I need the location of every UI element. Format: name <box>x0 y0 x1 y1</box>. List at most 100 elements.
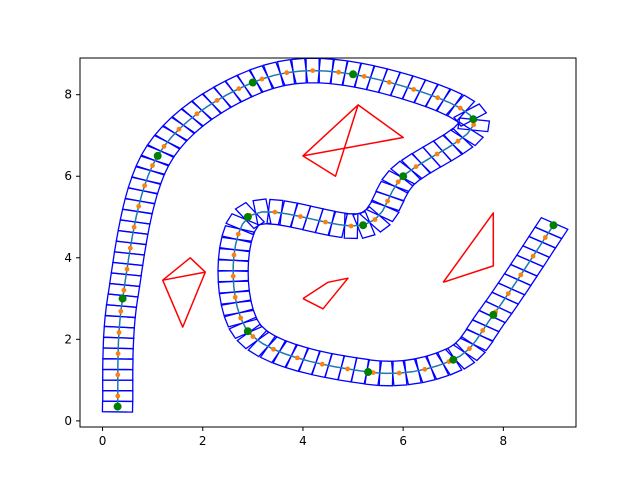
path-point <box>386 79 392 85</box>
path-point <box>230 273 236 279</box>
path-point <box>530 253 536 259</box>
path-point <box>348 223 354 229</box>
path-point <box>236 86 242 92</box>
waypoint-marker <box>243 213 252 221</box>
x-tick-label: 0 <box>99 434 107 448</box>
x-axis: 0 2 4 6 8 <box>99 427 507 448</box>
x-tick-label: 2 <box>199 434 207 448</box>
path-point <box>231 252 237 258</box>
footprint-box <box>444 342 476 370</box>
footprint-box <box>389 160 423 187</box>
waypoint-marker <box>359 221 368 230</box>
path-point <box>238 315 244 321</box>
path-point <box>345 366 350 372</box>
path-point <box>272 209 278 215</box>
footprint-box <box>365 199 400 223</box>
path-point <box>471 122 477 128</box>
path-point <box>372 217 378 222</box>
path-point <box>457 105 463 111</box>
path-point <box>413 164 419 170</box>
path-point <box>118 308 124 314</box>
path-point <box>298 214 303 219</box>
path-point <box>542 235 548 240</box>
y-tick-label: 8 <box>64 88 72 102</box>
y-tick-label: 6 <box>64 169 72 183</box>
obstacle-outline <box>302 104 404 177</box>
footprint-box <box>358 206 392 233</box>
footprint-box <box>343 213 359 240</box>
path-point <box>319 361 325 367</box>
path-point <box>250 334 256 339</box>
path-point <box>176 126 182 132</box>
waypoint-marker <box>449 355 458 364</box>
path-point <box>505 291 511 296</box>
waypoint-marker <box>248 78 257 87</box>
path-point <box>235 231 241 237</box>
footprint-box <box>452 335 487 362</box>
path-point <box>150 163 155 168</box>
footprint-box <box>236 323 270 350</box>
obstacles <box>161 104 495 328</box>
x-tick-label: 4 <box>299 434 307 448</box>
waypoint-marker <box>549 221 558 230</box>
path-point <box>336 69 341 75</box>
waypoint-marker <box>118 294 127 303</box>
footprint-box <box>352 210 376 239</box>
path-point <box>115 393 121 399</box>
path-point <box>161 144 167 149</box>
path-point <box>434 151 440 157</box>
footprint-box <box>435 347 463 376</box>
footprint-box <box>534 216 569 240</box>
path-point <box>396 370 402 376</box>
waypoint-marker <box>469 115 478 124</box>
footprint-box <box>225 212 260 236</box>
path-point <box>259 76 265 82</box>
path-point <box>284 70 290 76</box>
path-point <box>194 111 200 117</box>
obstacle-outline <box>161 257 207 328</box>
axes-frame <box>79 57 577 428</box>
footprint-boxes <box>101 57 569 413</box>
footprint-box <box>228 316 263 340</box>
footprint-box <box>252 198 272 226</box>
path-point <box>136 203 142 209</box>
waypoint-marker <box>113 402 122 411</box>
waypoint-marker <box>349 70 358 79</box>
obstacle-outline <box>442 212 495 284</box>
path-point <box>455 138 461 144</box>
path-point <box>361 74 367 79</box>
footprint-box <box>234 201 266 230</box>
x-tick-label: 8 <box>500 434 508 448</box>
waypoint-marker <box>153 151 162 160</box>
path-point <box>124 266 130 272</box>
path-point <box>271 346 276 352</box>
y-tick-label: 2 <box>64 332 72 346</box>
path-point <box>395 179 401 185</box>
x-tick-label: 6 <box>399 434 407 448</box>
obstacle-outline <box>302 277 349 310</box>
path-point <box>115 351 121 356</box>
waypoint-marker <box>364 368 373 376</box>
path-point <box>131 224 137 230</box>
waypoint-marker <box>243 327 252 336</box>
path-point <box>480 328 486 333</box>
path-point <box>435 95 441 101</box>
path-point <box>116 330 122 335</box>
footprint-box <box>457 117 491 133</box>
path-point <box>411 87 417 92</box>
footprint-box <box>247 329 278 358</box>
path-layer <box>115 68 553 407</box>
path-point <box>385 198 390 204</box>
path-point <box>115 372 121 378</box>
path-point <box>294 355 300 361</box>
path-point <box>121 287 127 293</box>
path-point <box>467 346 472 352</box>
path-point <box>323 219 328 225</box>
y-axis: 0 2 4 6 8 <box>64 88 80 428</box>
waypoint-marker <box>489 310 498 319</box>
path-point <box>310 68 316 73</box>
path-point <box>214 98 220 103</box>
footprint-box <box>266 198 284 226</box>
